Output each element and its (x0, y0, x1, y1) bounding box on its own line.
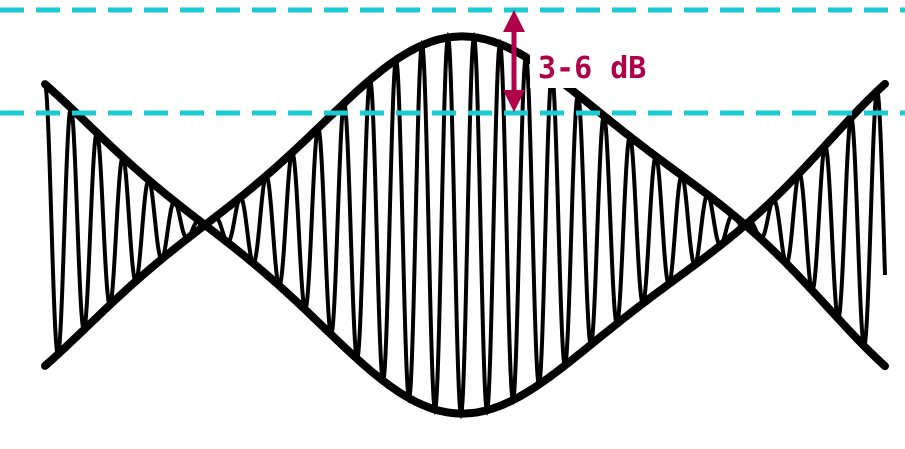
arrow-head-up (503, 10, 525, 32)
waveform (45, 36, 885, 413)
carrier (45, 37, 885, 413)
level-label: 3-6 dB (538, 51, 646, 86)
waveform-diagram: 3-6 dB (0, 0, 905, 449)
